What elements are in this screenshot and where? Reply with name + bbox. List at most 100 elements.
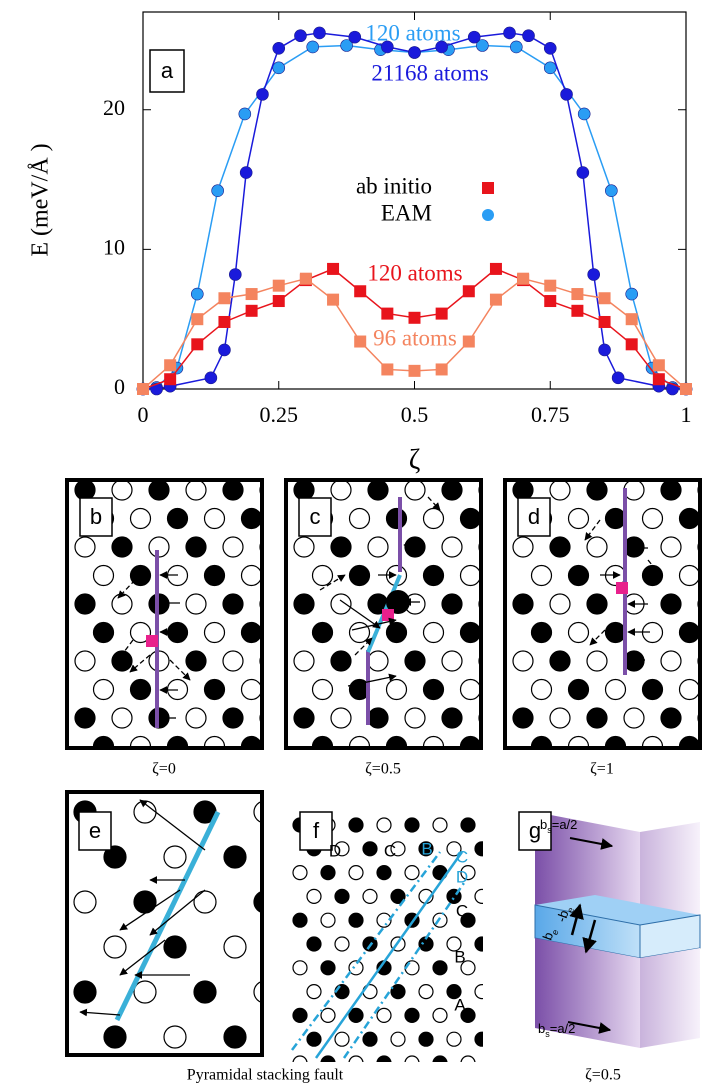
atom (279, 566, 299, 586)
stacking-label: D (456, 867, 468, 886)
data-point (245, 304, 258, 317)
atom (348, 1055, 364, 1062)
panel-frame (65, 478, 264, 750)
displacement-arrow (79, 1008, 121, 1017)
atom (133, 980, 157, 1004)
data-point (611, 371, 625, 385)
data-point (381, 363, 394, 376)
series-label: 96 atoms (373, 325, 457, 350)
data-point (435, 307, 448, 320)
y-axis-label: E (meV/Å ) (28, 143, 54, 256)
atom (111, 650, 133, 672)
data-point (137, 383, 149, 395)
atom (446, 1031, 462, 1047)
atom (111, 480, 133, 501)
legend-label: EAM (381, 200, 432, 225)
atom (474, 936, 483, 952)
data-point (462, 285, 475, 298)
atom (432, 1007, 448, 1024)
data-point (577, 107, 591, 121)
atom (279, 680, 299, 700)
series-label: 21168 atoms (371, 60, 488, 85)
data-point (544, 279, 557, 292)
panel-frame (65, 790, 264, 1057)
atom (390, 888, 406, 905)
data-point (272, 61, 286, 75)
atom (441, 650, 463, 672)
atom (459, 507, 481, 530)
atom (279, 509, 299, 529)
data-point (587, 268, 600, 281)
atom (418, 983, 434, 1000)
atom (404, 536, 426, 558)
atom (460, 1055, 476, 1062)
atom (460, 912, 476, 928)
data-point (245, 288, 258, 301)
atom (348, 507, 371, 530)
atom (284, 936, 306, 958)
atom (498, 566, 518, 586)
displacement-arrow (139, 799, 206, 851)
displacement-arrow (347, 673, 397, 687)
stacking-plane (314, 851, 464, 1059)
atom (222, 480, 244, 501)
data-point (272, 279, 285, 292)
atom (623, 707, 645, 729)
burgers-vector-label: bs=a/2 (540, 817, 577, 835)
atom (293, 650, 315, 672)
atom (74, 593, 96, 615)
atom (660, 707, 682, 729)
atom (604, 621, 627, 644)
data-point (652, 359, 665, 372)
atom (549, 593, 571, 615)
atom (348, 912, 364, 928)
atom (240, 678, 262, 701)
atom (567, 678, 590, 701)
atom (185, 593, 207, 615)
atom (432, 817, 448, 833)
data-point (435, 40, 448, 54)
data-point (327, 293, 340, 306)
atom (404, 1007, 420, 1024)
atom (432, 912, 448, 928)
atom (73, 890, 97, 914)
slab-face (535, 812, 640, 925)
atom (432, 1055, 448, 1062)
atom (586, 707, 608, 729)
atom (133, 890, 157, 914)
panel-frame (284, 478, 483, 750)
atom (292, 960, 308, 976)
data-point (218, 343, 231, 357)
atom-lattice (292, 817, 483, 1062)
panel-label: f (313, 818, 320, 843)
atom-lattice (74, 480, 299, 748)
data-point (299, 272, 312, 285)
data-point (191, 313, 204, 326)
atom (641, 678, 664, 701)
atom (74, 480, 96, 501)
atom (348, 564, 371, 587)
atom (376, 1055, 392, 1062)
atom (306, 1031, 322, 1047)
data-point (625, 313, 638, 326)
data-point (211, 184, 224, 198)
displacement-arrow (427, 496, 441, 511)
vector-symbol: b (540, 817, 547, 832)
data-point (598, 315, 611, 328)
atom (586, 650, 608, 672)
stacking-label: B (421, 839, 432, 858)
displacement-arrow (117, 639, 134, 661)
atom (604, 507, 627, 530)
burgers-arrow (567, 1021, 612, 1034)
data-point (408, 364, 421, 377)
atom (512, 536, 534, 558)
panel-caption: ζ=0 (152, 761, 176, 778)
atom (222, 707, 244, 729)
data-point (666, 382, 679, 396)
legend-marker (482, 182, 494, 194)
data-point (239, 166, 253, 179)
atom (376, 817, 392, 833)
atom (334, 841, 350, 857)
atom (222, 593, 244, 615)
panel-label: g (529, 818, 541, 843)
